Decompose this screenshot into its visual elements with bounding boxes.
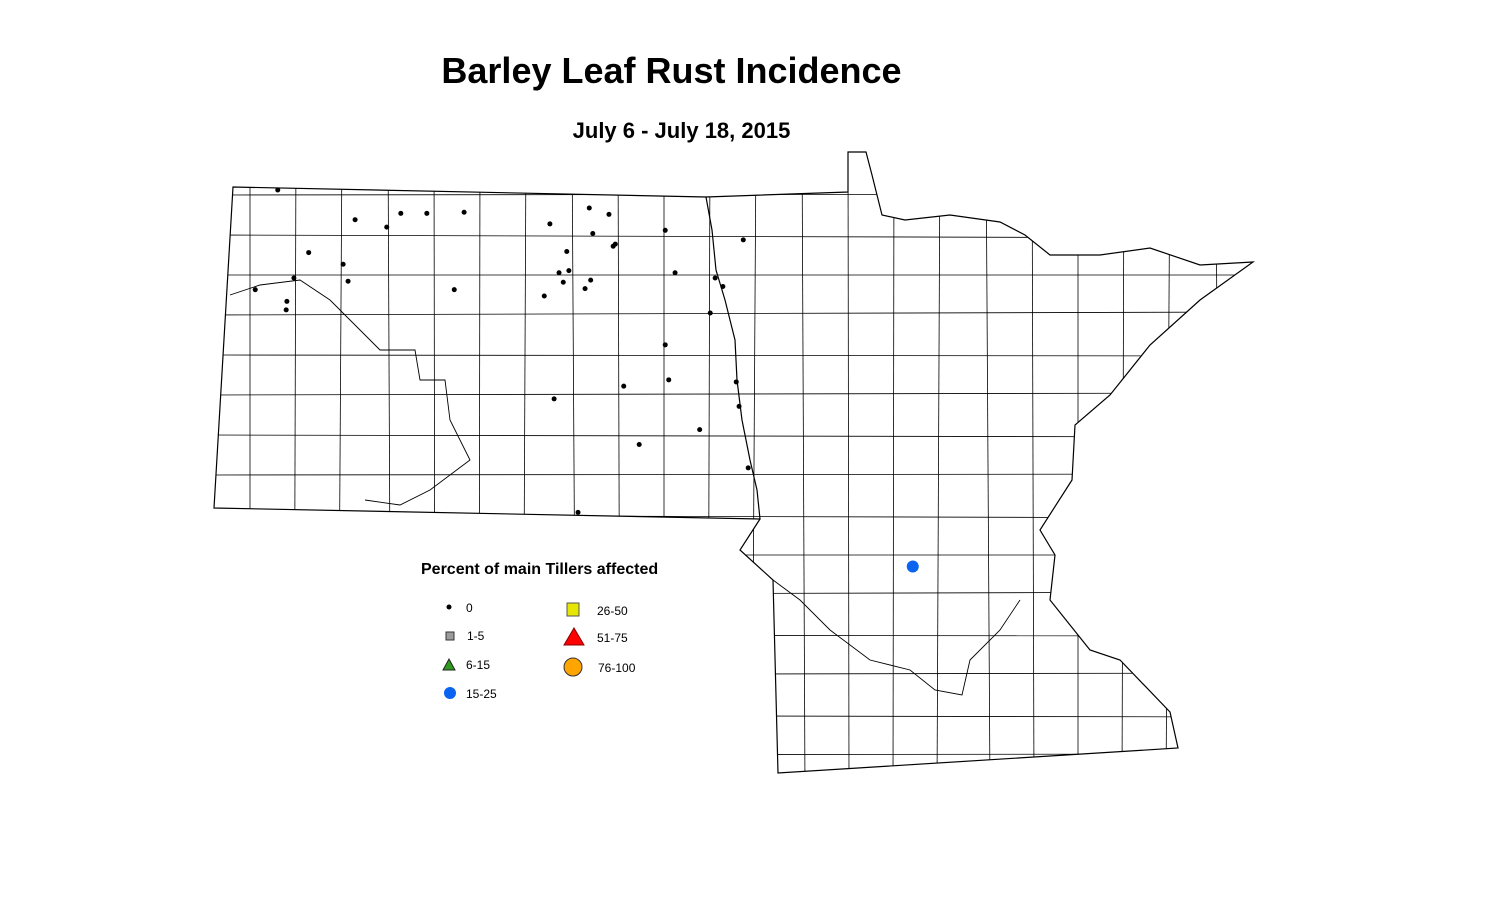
county-line: [522, 152, 527, 773]
observation-point-0: [590, 230, 596, 236]
legend-label-26-50: 26-50: [597, 604, 628, 618]
county-line: [214, 234, 1253, 239]
observation-point-0: [291, 275, 297, 281]
observation-point-0: [560, 279, 566, 285]
observation-point-0: [662, 227, 668, 233]
legend-label-15-25: 15-25: [466, 687, 497, 701]
county-line: [293, 152, 297, 773]
observation-point-0: [636, 442, 642, 448]
observation-point-0: [306, 250, 312, 256]
county-line: [1031, 152, 1035, 773]
legend-label-1-5: 1-5: [467, 629, 485, 643]
county-line: [1215, 152, 1220, 773]
observation-point-0: [575, 509, 581, 515]
observation-point-0: [666, 377, 672, 383]
observation-point-0: [564, 249, 570, 255]
county-line: [1121, 152, 1125, 773]
observation-point-0: [621, 383, 627, 389]
legend-title: Percent of main Tillers affected: [421, 561, 659, 578]
county-line: [936, 152, 941, 773]
legend-label-0: 0: [466, 601, 473, 615]
observation-point-15-25: [906, 560, 919, 573]
observation-point-0: [588, 277, 594, 283]
missouri-river: [229, 279, 471, 506]
observation-point-0: [736, 403, 742, 409]
observation-point-0: [340, 261, 346, 267]
county-line: [214, 311, 1253, 316]
observation-point-0: [720, 284, 726, 290]
county-line: [214, 591, 1253, 596]
county-line: [847, 152, 850, 773]
observation-point-0: [556, 270, 562, 276]
observation-point-0: [707, 310, 713, 316]
county-line: [214, 714, 1253, 718]
observation-point-0: [384, 224, 390, 230]
map-title: Barley Leaf Rust Incidence: [441, 50, 902, 91]
observation-point-0: [610, 243, 616, 249]
observation-point-0: [541, 293, 547, 299]
observation-point-0: [547, 221, 553, 227]
map-subtitle: July 6 - July 18, 2015: [572, 118, 791, 143]
observation-point-0: [745, 465, 751, 471]
county-line: [433, 152, 436, 773]
county-line: [214, 354, 1253, 357]
legend-label-6-15: 6-15: [466, 658, 491, 672]
county-lines: [214, 152, 1253, 773]
county-line: [707, 152, 711, 773]
observation-point-0: [451, 287, 457, 293]
observation-point-0: [398, 210, 404, 216]
legend-label-51-75: 51-75: [597, 631, 628, 645]
county-line: [571, 152, 577, 773]
observation-point-0: [582, 286, 588, 292]
observation-point-0: [566, 268, 572, 274]
observation-point-0: [252, 287, 258, 293]
observation-point-0: [275, 187, 281, 193]
observation-point-0: [586, 205, 592, 211]
county-line: [617, 152, 621, 773]
county-line: [892, 152, 895, 773]
observation-point-0: [733, 379, 739, 385]
county-line: [985, 152, 991, 773]
observation-point-0: [672, 270, 678, 276]
minnesota-river: [772, 579, 1021, 696]
county-line: [337, 152, 343, 773]
county-line: [214, 434, 1253, 438]
observation-point-0: [283, 307, 289, 313]
observation-point-0: [461, 209, 467, 215]
observation-point-0: [345, 278, 351, 284]
county-line: [387, 152, 392, 773]
observation-point-0: [424, 210, 430, 216]
county-line: [801, 152, 806, 773]
observation-points: [252, 187, 919, 573]
observation-point-0: [352, 217, 358, 223]
county-line: [214, 514, 1253, 519]
county-line: [214, 672, 1253, 676]
county-line: [751, 152, 757, 773]
observation-point-0: [284, 298, 290, 304]
observation-point-0: [697, 427, 703, 433]
county-line: [214, 193, 1253, 196]
observation-point-0: [662, 342, 668, 348]
county-line: [214, 473, 1253, 476]
minnesota-outline: [705, 151, 1256, 774]
county-line: [214, 753, 1253, 756]
county-line: [214, 634, 1253, 637]
observation-point-0: [606, 211, 612, 217]
county-line: [1165, 152, 1171, 773]
observation-point-0: [740, 237, 746, 243]
observation-point-0: [712, 275, 718, 281]
county-line: [214, 392, 1253, 396]
observation-point-0: [551, 396, 557, 402]
legend-label-76-100: 76-100: [598, 661, 636, 675]
